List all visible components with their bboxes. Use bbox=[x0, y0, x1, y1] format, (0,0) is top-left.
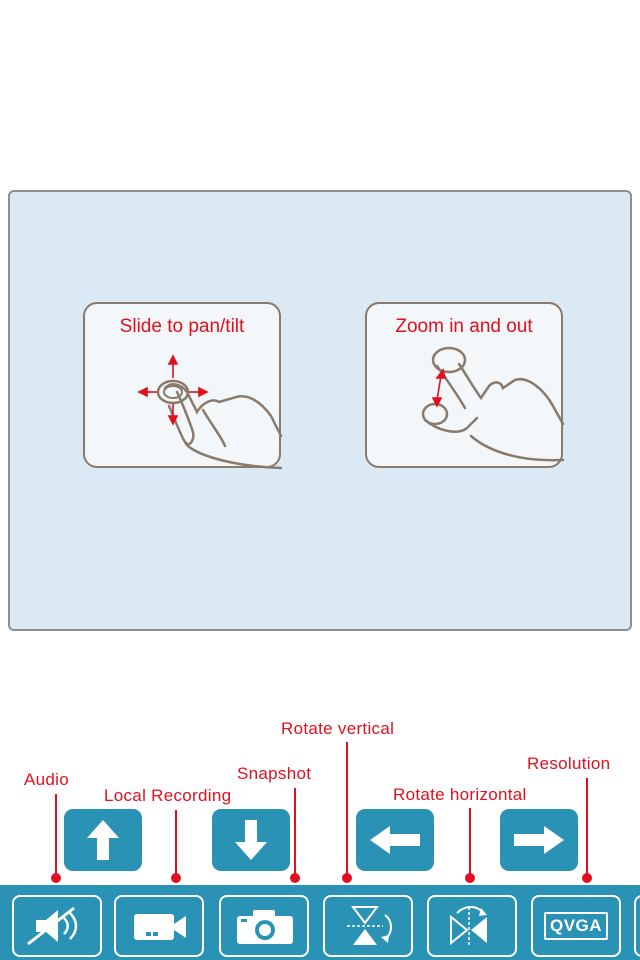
local-recording-annotation: Local Recording bbox=[104, 786, 232, 805]
resolution-annotation: Resolution bbox=[527, 754, 611, 773]
pan-right-button[interactable] bbox=[500, 809, 578, 871]
resolution-button[interactable]: QVGA bbox=[531, 895, 621, 957]
pinch-zoom-gesture-icon bbox=[421, 346, 565, 462]
rotate-horizontal-button[interactable] bbox=[427, 895, 517, 957]
pan-up-button[interactable] bbox=[64, 809, 142, 871]
pan-tilt-gesture-icon bbox=[137, 354, 283, 470]
recording-leader-dot bbox=[171, 873, 181, 883]
pan-tilt-hint-card: Slide to pan/tilt bbox=[83, 302, 283, 470]
audio-leader-dot bbox=[51, 873, 61, 883]
resolution-leader-line bbox=[586, 778, 588, 878]
rotate-vertical-leader-dot bbox=[342, 873, 352, 883]
rotate-vertical-button[interactable] bbox=[323, 895, 413, 957]
audio-muted-icon bbox=[27, 906, 78, 946]
audio-annotation: Audio bbox=[24, 770, 69, 789]
video-camera-icon bbox=[134, 914, 186, 940]
local-recording-button[interactable] bbox=[114, 895, 204, 957]
arrow-down-icon bbox=[235, 820, 267, 860]
zoom-hint-card: Zoom in and out bbox=[365, 302, 565, 468]
snapshot-leader-line bbox=[294, 788, 296, 878]
zoom-hint-title: Zoom in and out bbox=[395, 316, 533, 337]
camera-icon bbox=[237, 910, 293, 944]
audio-leader-line bbox=[55, 794, 57, 878]
video-viewer[interactable]: Slide to pan/tilt Zoom in and out bbox=[8, 190, 632, 631]
snapshot-button[interactable] bbox=[219, 895, 309, 957]
pan-tilt-hint-title: Slide to pan/tilt bbox=[119, 316, 245, 337]
snapshot-leader-dot bbox=[290, 873, 300, 883]
arrow-up-icon bbox=[87, 820, 119, 860]
rotate-horizontal-leader-line bbox=[469, 808, 471, 878]
arrow-left-icon bbox=[370, 826, 420, 854]
rotate-horizontal-leader-dot bbox=[465, 873, 475, 883]
bottom-toolbar: QVGA bbox=[0, 885, 640, 960]
recording-leader-line bbox=[175, 810, 177, 878]
flip-horizontal-icon bbox=[450, 906, 487, 947]
flip-vertical-icon bbox=[347, 906, 392, 945]
snapshot-annotation: Snapshot bbox=[237, 764, 312, 783]
rotate-vertical-annotation: Rotate vertical bbox=[281, 719, 395, 738]
resolution-leader-dot bbox=[582, 873, 592, 883]
pan-down-button[interactable] bbox=[212, 809, 290, 871]
resolution-value: QVGA bbox=[543, 912, 609, 940]
audio-button[interactable] bbox=[12, 895, 102, 957]
rotate-vertical-leader-line bbox=[346, 742, 348, 878]
arrow-right-icon bbox=[514, 826, 564, 854]
more-toolbar-button[interactable] bbox=[634, 895, 640, 957]
rotate-horizontal-annotation: Rotate horizontal bbox=[393, 785, 527, 804]
pan-left-button[interactable] bbox=[356, 809, 434, 871]
